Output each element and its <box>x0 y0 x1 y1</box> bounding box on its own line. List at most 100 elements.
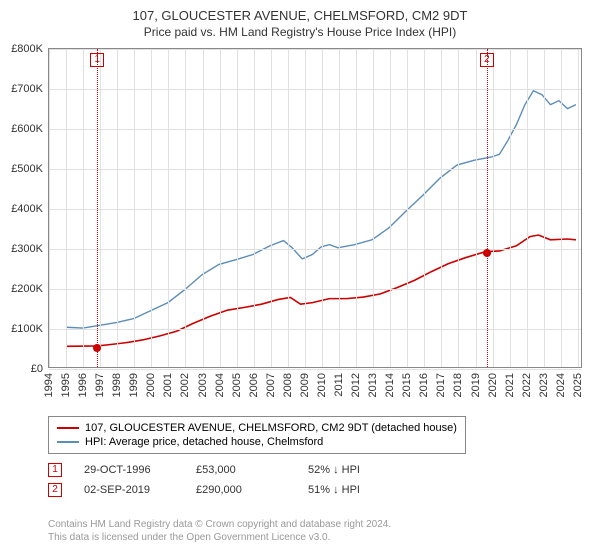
gridline-v <box>271 49 272 367</box>
gridline-v <box>407 49 408 367</box>
gridline-v <box>322 49 323 367</box>
sale-marker-box: 1 <box>90 53 104 67</box>
gridline-h <box>49 49 581 50</box>
gridline-h <box>49 209 581 210</box>
gridline-v <box>100 49 101 367</box>
x-tick-label: 1999 <box>128 373 140 397</box>
gridline-v <box>441 49 442 367</box>
y-tick-label: £600K <box>11 123 43 135</box>
attribution-footer: Contains HM Land Registry data © Crown c… <box>48 518 391 544</box>
gridline-v <box>254 49 255 367</box>
sales-row-pct: 51% ↓ HPI <box>308 484 398 496</box>
gridline-v <box>476 49 477 367</box>
x-tick-label: 2018 <box>452 373 464 397</box>
sales-table: 129-OCT-1996£53,00052% ↓ HPI202-SEP-2019… <box>48 460 398 500</box>
gridline-v <box>339 49 340 367</box>
x-tick-label: 2010 <box>316 373 328 397</box>
y-tick-label: £300K <box>11 243 43 255</box>
legend-row: 107, GLOUCESTER AVENUE, CHELMSFORD, CM2 … <box>57 421 457 435</box>
x-tick-label: 2025 <box>572 373 584 397</box>
y-tick-label: £800K <box>11 43 43 55</box>
x-tick-label: 2002 <box>179 373 191 397</box>
x-tick-label: 2004 <box>214 373 226 397</box>
x-tick-label: 2022 <box>521 373 533 397</box>
x-tick-label: 2017 <box>435 373 447 397</box>
y-tick-label: £200K <box>11 283 43 295</box>
gridline-h <box>49 329 581 330</box>
sales-row-pct: 52% ↓ HPI <box>308 464 398 476</box>
gridline-v <box>510 49 511 367</box>
x-tick-label: 2012 <box>350 373 362 397</box>
y-tick-label: £500K <box>11 163 43 175</box>
gridline-h <box>49 289 581 290</box>
gridline-v <box>83 49 84 367</box>
sales-row-price: £53,000 <box>196 464 286 476</box>
line-series-svg <box>49 49 581 367</box>
legend-row: HPI: Average price, detached house, Chel… <box>57 435 457 449</box>
x-tick-label: 2006 <box>248 373 260 397</box>
x-tick-label: 1994 <box>43 373 55 397</box>
sales-row: 129-OCT-1996£53,00052% ↓ HPI <box>48 460 398 480</box>
legend-swatch <box>57 441 79 443</box>
gridline-v <box>117 49 118 367</box>
gridline-v <box>544 49 545 367</box>
x-tick-label: 1995 <box>60 373 72 397</box>
gridline-v <box>390 49 391 367</box>
gridline-v <box>493 49 494 367</box>
gridline-v <box>66 49 67 367</box>
legend-label: 107, GLOUCESTER AVENUE, CHELMSFORD, CM2 … <box>85 422 457 434</box>
legend-label: HPI: Average price, detached house, Chel… <box>85 436 323 448</box>
x-tick-label: 2009 <box>299 373 311 397</box>
sale-marker-line <box>487 49 488 367</box>
y-tick-label: £100K <box>11 323 43 335</box>
footer-line-2: This data is licensed under the Open Gov… <box>48 531 391 544</box>
x-tick-label: 2015 <box>401 373 413 397</box>
x-tick-label: 2003 <box>197 373 209 397</box>
x-tick-label: 2020 <box>487 373 499 397</box>
x-tick-label: 2000 <box>145 373 157 397</box>
legend-swatch <box>57 427 79 429</box>
sale-marker-dot <box>93 344 101 352</box>
x-tick-label: 1997 <box>94 373 106 397</box>
price-chart: 107, GLOUCESTER AVENUE, CHELMSFORD, CM2 … <box>0 0 600 560</box>
x-tick-label: 1998 <box>111 373 123 397</box>
x-tick-label: 2013 <box>367 373 379 397</box>
x-tick-label: 2016 <box>418 373 430 397</box>
sales-row: 2 02-SEP-2019 £290,000 51% ↓ HPI <box>48 480 398 500</box>
sales-row-date: 29-OCT-1996 <box>84 464 174 476</box>
gridline-v <box>151 49 152 367</box>
plot-area: £0£100K£200K£300K£400K£500K£600K£700K£80… <box>48 48 582 368</box>
x-tick-label: 2005 <box>231 373 243 397</box>
gridline-h <box>49 89 581 90</box>
x-tick-label: 2014 <box>384 373 396 397</box>
gridline-v <box>305 49 306 367</box>
sale-marker-line <box>97 49 98 367</box>
sales-row-price: £290,000 <box>196 484 286 496</box>
x-tick-label: 2023 <box>538 373 550 397</box>
footer-line-1: Contains HM Land Registry data © Crown c… <box>48 518 391 531</box>
gridline-h <box>49 169 581 170</box>
gridline-v <box>185 49 186 367</box>
sales-row-date: 02-SEP-2019 <box>84 484 174 496</box>
gridline-v <box>134 49 135 367</box>
gridline-v <box>220 49 221 367</box>
y-tick-label: £400K <box>11 203 43 215</box>
y-tick-label: £700K <box>11 83 43 95</box>
gridline-v <box>203 49 204 367</box>
gridline-v <box>288 49 289 367</box>
x-tick-label: 2008 <box>282 373 294 397</box>
gridline-v <box>424 49 425 367</box>
legend: 107, GLOUCESTER AVENUE, CHELMSFORD, CM2 … <box>48 416 466 454</box>
gridline-v <box>49 49 50 367</box>
chart-subtitle: Price paid vs. HM Land Registry's House … <box>0 23 600 39</box>
gridline-h <box>49 129 581 130</box>
gridline-v <box>373 49 374 367</box>
x-tick-label: 2021 <box>504 373 516 397</box>
sale-marker-dot <box>483 249 491 257</box>
sales-row-marker: 2 <box>48 483 62 497</box>
x-tick-label: 1996 <box>77 373 89 397</box>
gridline-v <box>356 49 357 367</box>
x-tick-label: 2019 <box>470 373 482 397</box>
chart-title: 107, GLOUCESTER AVENUE, CHELMSFORD, CM2 … <box>0 0 600 23</box>
gridline-v <box>237 49 238 367</box>
